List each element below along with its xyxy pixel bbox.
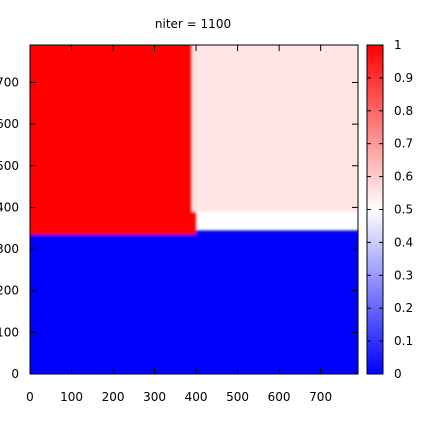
colorbar-tick-label: 0.2 bbox=[394, 301, 413, 315]
y-tick-label: 600 bbox=[0, 117, 19, 131]
colorbar-tick-label: 0.4 bbox=[394, 235, 413, 249]
x-tick-label: 600 bbox=[268, 390, 291, 404]
colorbar-tick-label: 0.3 bbox=[394, 268, 413, 282]
chart-title: niter = 1100 bbox=[155, 17, 231, 31]
y-tick-label: 500 bbox=[0, 159, 19, 173]
x-tick-label: 0 bbox=[26, 390, 34, 404]
heatmap-region-0 bbox=[30, 230, 358, 374]
colorbar-tick-label: 0.1 bbox=[394, 334, 413, 348]
x-tick-label: 500 bbox=[226, 390, 249, 404]
colorbar-tick-label: 0 bbox=[394, 367, 402, 381]
x-tick-label: 400 bbox=[185, 390, 208, 404]
heatmap-region-2 bbox=[192, 45, 358, 212]
y-tick-label: 400 bbox=[0, 200, 19, 214]
colorbar-tick-label: 0.5 bbox=[394, 203, 413, 217]
colorbar-tick-label: 0.9 bbox=[394, 71, 413, 85]
x-tick-label: 200 bbox=[102, 390, 125, 404]
y-tick-label: 700 bbox=[0, 75, 19, 89]
plot-axes: 0 100 200 300 400 500 600 700 0 100 200 300 400 500 60… bbox=[0, 45, 358, 404]
colorbar-tick-label: 0.7 bbox=[394, 137, 413, 151]
x-tick-label: 700 bbox=[309, 390, 332, 404]
plot-frame bbox=[29, 44, 359, 375]
heatmap-region-1 bbox=[30, 45, 196, 235]
colorbar-tick-label: 0.8 bbox=[394, 104, 413, 118]
heatmap-field bbox=[30, 45, 358, 374]
x-tick-label: 300 bbox=[143, 390, 166, 404]
y-tick-label: 0 bbox=[11, 367, 19, 381]
colorbar-ticks: 0 0.1 0.2 0.3 0.4 0.5 0.6 0.7 0.8 0.9 1 bbox=[367, 38, 413, 381]
colorbar-tick-label: 0.6 bbox=[394, 170, 413, 184]
colorbar-tick-label: 1 bbox=[394, 38, 402, 52]
y-tick-label: 100 bbox=[0, 325, 19, 339]
x-tick-label: 100 bbox=[60, 390, 83, 404]
y-tick-label: 300 bbox=[0, 242, 19, 256]
y-tick-label: 200 bbox=[0, 284, 19, 298]
